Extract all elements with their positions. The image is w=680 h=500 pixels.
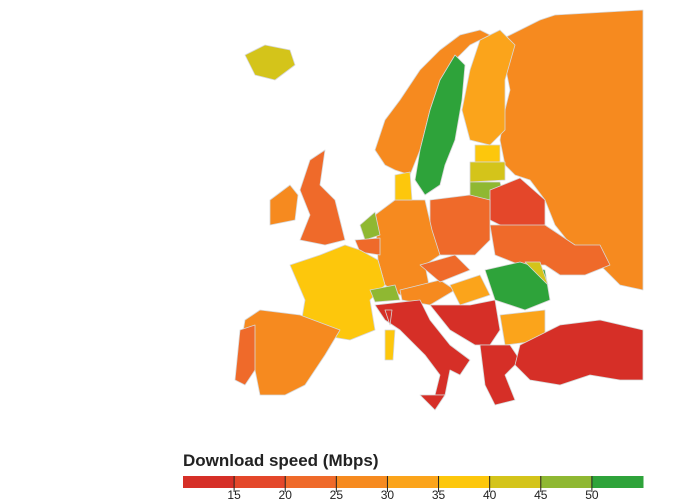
country xyxy=(429,194,491,256)
legend-tick-label: 40 xyxy=(483,488,497,500)
legend-swatch xyxy=(540,476,593,488)
country xyxy=(499,9,644,291)
legend-swatch xyxy=(285,476,337,488)
legend-swatch xyxy=(387,476,440,488)
country xyxy=(449,274,491,306)
country xyxy=(414,54,466,196)
country xyxy=(384,309,393,326)
country xyxy=(384,329,396,361)
country xyxy=(419,394,446,411)
countries xyxy=(234,9,644,411)
country xyxy=(234,324,256,386)
legend-tick-label: 25 xyxy=(330,488,344,500)
country xyxy=(524,261,549,286)
legend-tick-label: 15 xyxy=(227,488,241,500)
country xyxy=(359,211,381,241)
legend-swatch xyxy=(438,476,491,488)
country xyxy=(394,171,413,201)
country xyxy=(479,344,521,406)
country xyxy=(369,284,401,303)
legend-title: Download speed (Mbps) xyxy=(183,451,379,470)
legend-swatch xyxy=(183,476,235,488)
country xyxy=(474,144,501,163)
country xyxy=(514,319,644,386)
legend-tick-label: 35 xyxy=(432,488,446,500)
country xyxy=(429,299,501,346)
legend-swatch xyxy=(234,476,286,488)
legend-swatch xyxy=(489,476,542,488)
legend-tick-label: 20 xyxy=(279,488,293,500)
country xyxy=(461,29,516,146)
country xyxy=(419,254,471,283)
legend: 15 20 25 30 35 40 45 50 xyxy=(183,476,644,500)
country xyxy=(299,149,346,246)
country xyxy=(469,161,506,183)
legend-swatch xyxy=(591,476,644,488)
country xyxy=(399,279,456,306)
legend-tick-label: 45 xyxy=(534,488,548,500)
country xyxy=(244,44,296,81)
country xyxy=(374,299,471,396)
legend-tick-label: 30 xyxy=(381,488,395,500)
country xyxy=(269,184,299,226)
legend-tick-label: 50 xyxy=(585,488,599,500)
legend-swatch xyxy=(336,476,388,488)
